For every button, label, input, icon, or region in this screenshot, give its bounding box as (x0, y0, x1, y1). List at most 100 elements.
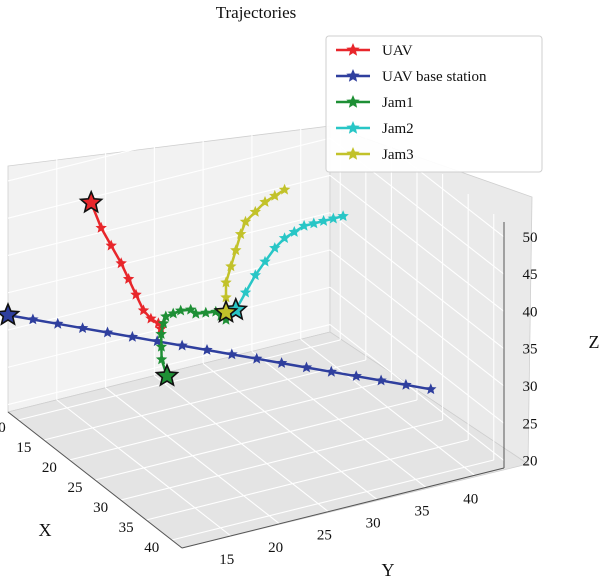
data-point (259, 196, 271, 207)
data-point (210, 305, 222, 317)
data-point (230, 244, 242, 256)
x-tick-label: 15 (16, 440, 31, 456)
data-point (400, 378, 412, 390)
legend-marker (346, 147, 360, 160)
data-point (185, 303, 197, 315)
series-layer (0, 183, 437, 395)
data-point (122, 273, 135, 284)
grid-line-floor-x (43, 359, 366, 441)
legend-label: UAV (382, 43, 413, 59)
grid-line-wall-z (7, 137, 331, 219)
start-marker (78, 189, 104, 214)
series-uav (78, 189, 167, 334)
data-point (175, 304, 187, 316)
data-point (201, 344, 213, 355)
legend-item: Jam1 (336, 95, 414, 111)
grid-line-floor-x (18, 339, 341, 421)
series-jam1 (154, 303, 232, 387)
series-jam3 (213, 183, 291, 324)
data-point (226, 348, 238, 360)
data-point (278, 232, 291, 243)
legend-box (325, 35, 543, 173)
data-point (327, 212, 340, 224)
data-point (151, 335, 163, 347)
data-point (105, 239, 117, 251)
chart-title: Trajectories (216, 3, 297, 22)
data-point (308, 217, 320, 229)
data-point (115, 257, 127, 269)
x-tick-label: 25 (68, 480, 83, 496)
start-marker (0, 302, 21, 326)
data-point (95, 221, 107, 233)
legend-marker (346, 43, 360, 56)
data-point (167, 307, 179, 319)
legend-marker (346, 69, 360, 82)
x-tick-label: 20 (42, 460, 57, 476)
y-tick-label: 35 (414, 503, 429, 519)
data-point (155, 322, 167, 334)
y-axis-label: Y (382, 560, 395, 580)
series-uav-base-station (0, 302, 437, 395)
data-point (152, 317, 165, 328)
legend-label: Jam1 (382, 95, 414, 111)
grid-line-wall-z (7, 249, 331, 331)
start-marker (213, 299, 239, 324)
data-point (425, 383, 437, 395)
z-axis-label: Z (589, 332, 600, 352)
grid-line-wall-z (7, 324, 331, 406)
x-tick-label: 10 (0, 420, 6, 436)
legend-item: UAV base station (336, 69, 487, 85)
data-point (350, 370, 362, 381)
y-axis-line (181, 467, 505, 549)
y-tick-label: 15 (219, 552, 234, 568)
data-point (275, 357, 288, 368)
grid-line-wall-z (7, 100, 331, 182)
grid-line-floor-x (120, 419, 443, 501)
legend-label: Jam3 (382, 147, 414, 163)
legend-marker (346, 95, 360, 108)
data-point (220, 291, 232, 303)
legend-item: Jam2 (336, 121, 414, 137)
y-tick-label: 25 (317, 528, 332, 544)
data-point (27, 313, 39, 325)
grid-line-wall-z (7, 212, 331, 294)
z-tick-label: 25 (523, 416, 538, 432)
data-point (155, 328, 167, 339)
legend-label: UAV base station (382, 69, 487, 85)
data-point (337, 210, 349, 221)
data-point (300, 361, 313, 373)
start-marker (154, 363, 180, 387)
data-point (137, 304, 150, 316)
data-point (278, 183, 291, 195)
data-point (160, 310, 172, 322)
data-point (225, 260, 237, 272)
grid-line-wall-z-right (329, 175, 505, 312)
data-point (157, 317, 170, 329)
legend-marker (346, 121, 360, 134)
data-point (288, 226, 300, 237)
data-point (155, 353, 168, 365)
y-tick-label: 20 (268, 540, 283, 556)
grid-line-floor-x (171, 459, 494, 541)
z-tick-label: 35 (523, 342, 538, 358)
y-tick-label: 40 (463, 491, 478, 507)
legend-label: Jam2 (382, 121, 414, 137)
y-tick-label: 30 (366, 516, 381, 532)
data-point (176, 339, 188, 351)
axis-ticks: 10 15 20 25 30 35 40 15 20 25 30 35 40 20 25 30 35 40 45 50 (0, 222, 538, 568)
data-point (269, 189, 281, 201)
data-point (126, 330, 139, 342)
data-point (325, 365, 337, 377)
data-point (249, 269, 261, 281)
data-point (130, 288, 142, 300)
x-axis-label: X (39, 520, 52, 540)
data-point (239, 215, 252, 227)
data-point (190, 307, 202, 319)
grid-line-wall-z (7, 174, 331, 256)
x-tick-label: 35 (119, 520, 134, 536)
z-tick-label: 20 (523, 454, 538, 470)
series-line (90, 202, 163, 330)
x-tick-label: 30 (93, 500, 108, 516)
data-point (76, 322, 89, 333)
